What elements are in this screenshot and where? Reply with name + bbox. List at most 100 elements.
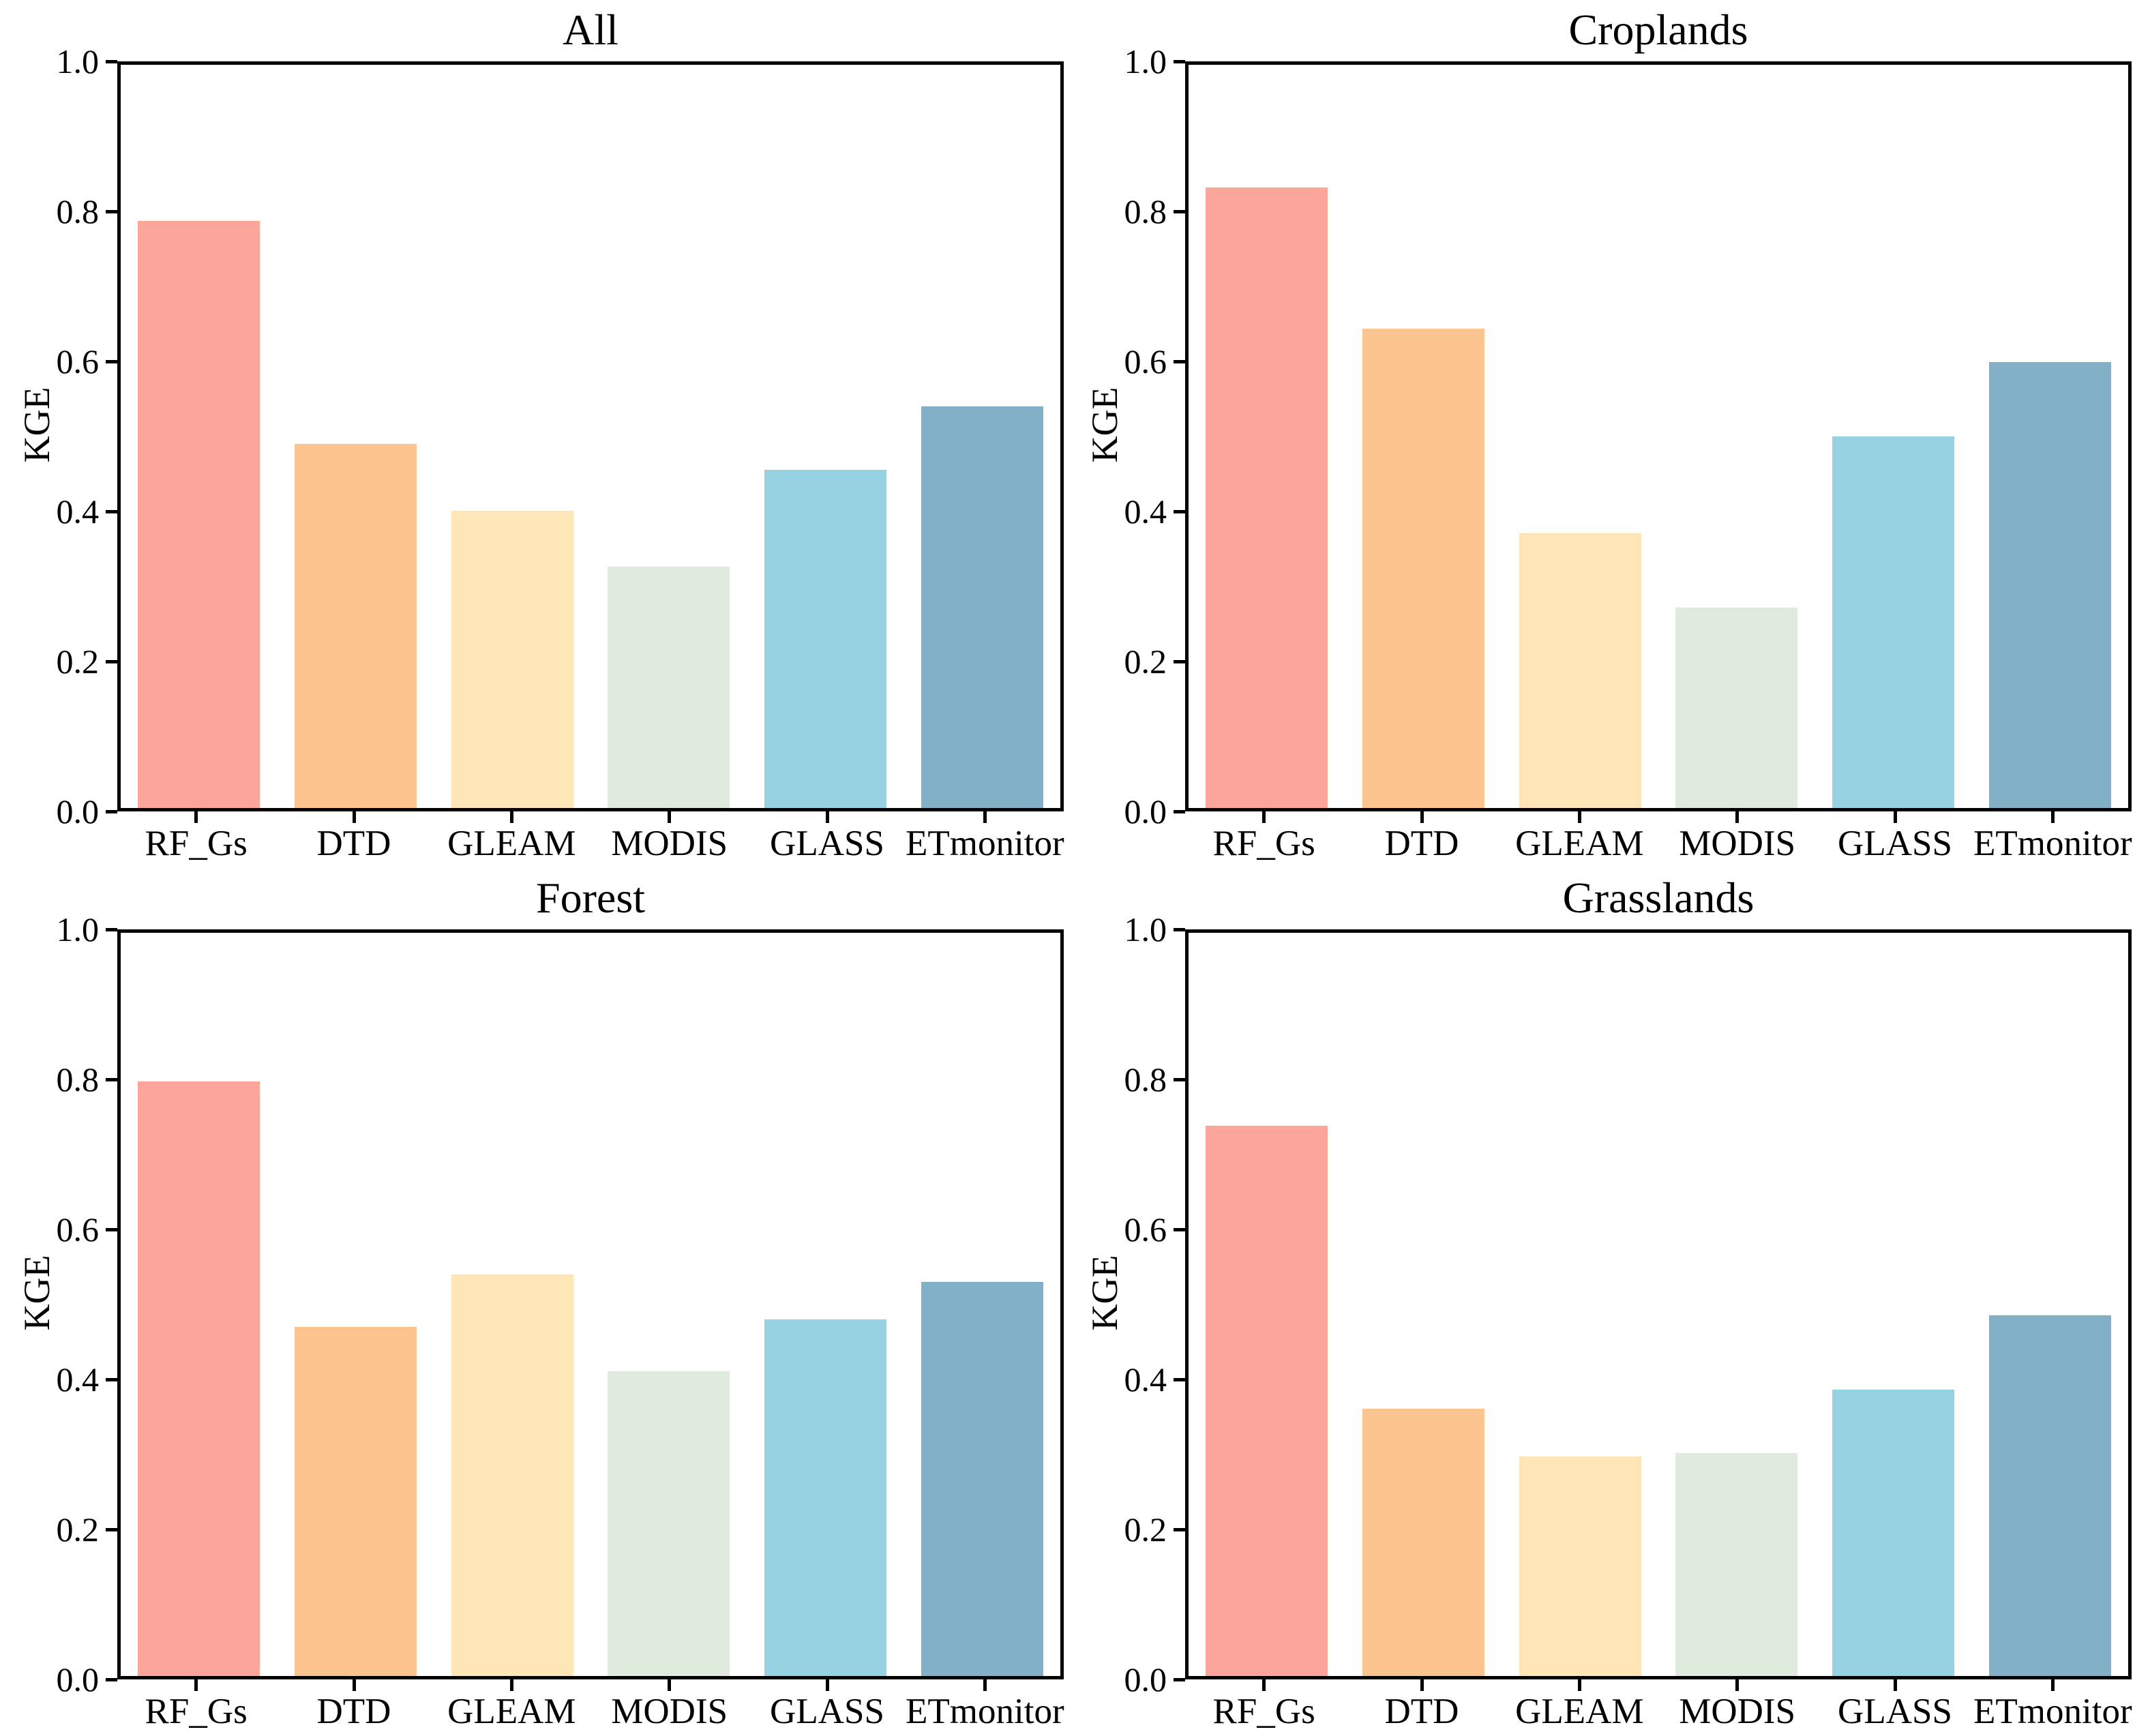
y-tick-label: 0.0 [56,792,100,830]
x-tick-mark [2050,811,2055,823]
y-tick-label: 0.6 [56,1210,100,1248]
y-tick-mark [1174,1227,1185,1231]
x-tick-mark [1420,811,1424,823]
x-tick-mark [194,1679,198,1691]
x-tick-label: MODIS [1679,824,1796,863]
bar-rf_gs [1206,187,1328,808]
y-tick-label: 1.0 [56,910,100,948]
y-tick-mark [106,1527,117,1531]
y-tick-label: 0.4 [56,1360,100,1398]
y-tick-label: 0.8 [1124,1060,1167,1098]
y-tick-label: 0.4 [56,492,100,530]
bar-rf_gs [138,1081,260,1676]
x-tick-mark [983,1679,987,1691]
y-tick-label: 0.2 [1124,642,1167,680]
bar-dtd [294,443,417,808]
x-tick-mark [352,1679,356,1691]
chart-title: All [563,5,618,54]
bar-etmonitor [921,1282,1043,1676]
y-tick-label: 0.2 [1124,1510,1167,1548]
x-tick-label: GLEAM [447,824,576,863]
chart-title: Forest [536,873,645,922]
bar-etmonitor [1988,362,2111,808]
y-tick-mark [1174,1527,1185,1531]
chart-title: Croplands [1568,5,1748,54]
bar-etmonitor [1988,1315,2111,1676]
x-tick-label: GLASS [770,824,884,863]
x-tick-mark [1420,1679,1424,1691]
y-tick-mark [106,59,117,63]
y-tick-label: 0.8 [1124,192,1167,230]
bar-glass [1832,436,1955,808]
y-tick-label: 1.0 [56,42,100,80]
y-tick-mark [106,1677,117,1681]
x-tick-mark [1893,811,1897,823]
plot-area [1185,929,2132,1679]
subplot-grasslands: Grasslands KGE 0.0 0.2 0.4 0.6 0.8 1.0 RF_Gs D… [1068,868,2135,1736]
y-tick-mark [106,1227,117,1231]
y-tick-mark [106,1377,117,1381]
y-tick-mark [1174,927,1185,931]
bar-modis [608,566,730,808]
y-tick-label: 0.8 [56,1060,100,1098]
chart-title: Grasslands [1562,873,1755,922]
x-tick-mark [1893,1679,1897,1691]
x-tick-label: ETmonitor [1973,1692,2132,1731]
x-tick-label: DTD [1384,1692,1459,1731]
x-tick-label: ETmonitor [906,824,1064,863]
bar-rf_gs [1206,1126,1328,1676]
y-tick-mark [106,659,117,663]
bar-glass [764,1319,887,1676]
bars-container [121,65,1060,808]
x-tick-label: DTD [316,824,391,863]
y-tick-label: 1.0 [1124,42,1167,80]
bar-dtd [1362,328,1485,808]
y-tick-mark [1174,59,1185,63]
y-tick-label: 1.0 [1124,910,1167,948]
y-tick-label: 0.6 [1124,342,1167,380]
x-tick-mark [1262,811,1266,823]
x-tick-label: RF_Gs [1212,1692,1315,1731]
x-tick-mark [1577,811,1581,823]
subplot-forest: Forest KGE 0.0 0.2 0.4 0.6 0.8 1.0 RF_Gs DTD GL… [0,868,1067,1736]
plot-area [1185,61,2132,811]
subplot-all: All KGE 0.0 0.2 0.4 0.6 0.8 1.0 RF_Gs DTD GLEAM… [0,0,1067,868]
bar-glass [1832,1390,1955,1676]
x-tick-label: RF_Gs [1212,824,1315,863]
x-tick-mark [509,811,513,823]
y-tick-mark [1174,809,1185,813]
x-tick-label: GLEAM [1515,824,1644,863]
bar-etmonitor [921,406,1043,808]
y-tick-label: 0.0 [1124,792,1167,830]
subplot-croplands: Croplands KGE 0.0 0.2 0.4 0.6 0.8 1.0 RF_Gs DT… [1068,0,2135,868]
bar-gleam [451,1274,573,1676]
y-tick-mark [1174,1077,1185,1081]
x-tick-label: ETmonitor [1973,824,2132,863]
x-tick-label: GLASS [1838,824,1952,863]
x-tick-mark [1735,811,1740,823]
x-tick-mark [825,1679,829,1691]
y-tick-label: 0.2 [56,1510,100,1548]
x-tick-label: ETmonitor [906,1692,1064,1731]
x-tick-mark [1735,1679,1740,1691]
y-tick-mark [106,809,117,813]
y-tick-mark [1174,659,1185,663]
bar-glass [764,470,887,808]
y-tick-mark [106,1077,117,1081]
y-tick-label: 0.8 [56,192,100,230]
y-tick-mark [1174,1377,1185,1381]
x-tick-mark [1577,1679,1581,1691]
x-tick-label: RF_Gs [145,1692,248,1731]
y-tick-mark [106,209,117,213]
x-tick-label: DTD [1384,824,1459,863]
x-tick-label: MODIS [1679,1692,1796,1731]
x-tick-mark [352,811,356,823]
y-tick-mark [106,359,117,363]
y-tick-label: 0.0 [56,1660,100,1698]
x-tick-label: MODIS [611,824,728,863]
y-tick-mark [1174,509,1185,513]
bars-container [1189,933,2128,1676]
y-tick-label: 0.4 [1124,492,1167,530]
x-tick-mark [668,1679,672,1691]
